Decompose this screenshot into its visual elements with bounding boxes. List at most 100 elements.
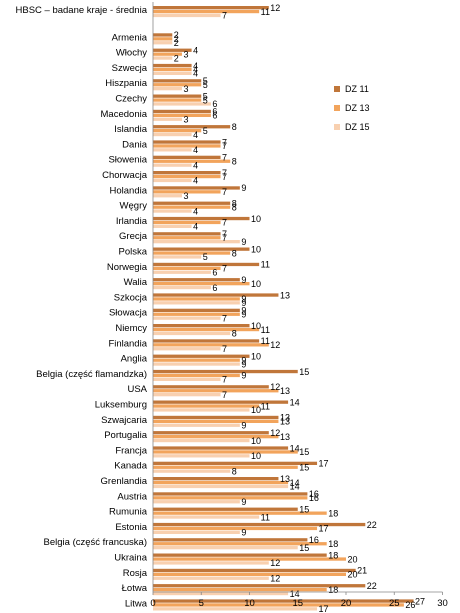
- value-label: 8: [232, 199, 237, 209]
- value-label: 20: [348, 570, 358, 580]
- bar: [153, 174, 221, 179]
- category-label: Grenlandia: [101, 476, 148, 487]
- value-label: 9: [241, 371, 246, 381]
- bar: [153, 255, 202, 259]
- bar: [153, 446, 289, 450]
- value-label: 10: [251, 279, 261, 289]
- bar: [153, 71, 192, 75]
- bar: [153, 324, 250, 328]
- category-label: Grecja: [119, 231, 148, 242]
- value-label: 20: [348, 554, 358, 564]
- value-label: 7: [222, 137, 227, 147]
- category-label: USA: [127, 384, 147, 395]
- bar: [153, 500, 240, 504]
- value-label: 8: [232, 202, 237, 212]
- bar: [153, 48, 192, 52]
- bar: [153, 530, 240, 534]
- bar: [153, 584, 366, 588]
- value-label: 22: [367, 520, 377, 530]
- bar: [153, 415, 279, 420]
- bar: [153, 194, 182, 198]
- bar: [153, 469, 231, 473]
- value-label: 12: [270, 340, 280, 350]
- legend-swatch: [334, 124, 340, 130]
- bar: [153, 354, 250, 358]
- bar: [153, 144, 221, 148]
- bar: [153, 327, 260, 332]
- value-label: 18: [328, 550, 338, 560]
- category-label: Hiszpania: [105, 78, 147, 89]
- bar: [153, 67, 192, 72]
- bar: [153, 125, 231, 129]
- value-label: 7: [222, 187, 227, 197]
- legend: DZ 11 DZ 13 DZ 15: [334, 84, 370, 132]
- bar: [153, 293, 279, 297]
- bar: [153, 148, 192, 152]
- value-label: 4: [193, 61, 198, 71]
- value-label: 16: [309, 535, 319, 545]
- value-label: 7: [222, 11, 227, 21]
- value-label: 8: [232, 466, 237, 476]
- bar: [153, 393, 221, 397]
- value-label: 3: [183, 115, 188, 125]
- value-label: 6: [212, 99, 217, 109]
- category-label: Szwecja: [112, 63, 148, 74]
- value-label: 10: [251, 214, 261, 224]
- bar: [153, 63, 192, 68]
- value-label: 11: [261, 325, 270, 335]
- value-label: 15: [299, 505, 309, 515]
- category-label: Rumunia: [109, 507, 148, 518]
- category-label: Holandia: [110, 185, 148, 196]
- category-label: Portugalia: [104, 430, 147, 441]
- value-label: 4: [193, 130, 198, 140]
- bar: [153, 477, 279, 481]
- value-label: 22: [367, 581, 377, 591]
- value-label: 7: [222, 375, 227, 385]
- value-label: 7: [222, 172, 227, 182]
- category-label: Niemcy: [115, 323, 147, 334]
- value-label: 9: [241, 497, 246, 507]
- value-label: 6: [212, 107, 217, 117]
- bar: [153, 87, 182, 91]
- value-label: 5: [203, 95, 208, 105]
- value-label: 6: [212, 111, 217, 121]
- x-tick-label: 30: [437, 598, 448, 609]
- category-label: Finlandia: [108, 338, 147, 349]
- bar: [153, 331, 231, 336]
- value-label: 4: [193, 176, 198, 186]
- bar: [153, 603, 404, 607]
- bar: [153, 190, 221, 194]
- bar: [153, 385, 269, 389]
- x-tick-label: 10: [244, 598, 255, 609]
- value-label: 27: [415, 596, 425, 606]
- value-label: 7: [222, 344, 227, 354]
- value-label: 16: [309, 493, 319, 503]
- value-label: 14: [290, 397, 300, 407]
- category-label: Irlandia: [116, 216, 148, 227]
- legend-label: DZ 11: [345, 84, 369, 94]
- value-label: 7: [222, 141, 227, 151]
- value-label: 11: [261, 336, 270, 346]
- bar: [153, 262, 260, 267]
- bar: [153, 236, 221, 240]
- bar: [153, 301, 240, 305]
- value-label: 6: [212, 283, 217, 293]
- category-label: Norwegia: [107, 262, 148, 273]
- category-label: Anglia: [121, 354, 148, 365]
- bar: [153, 557, 346, 561]
- category-label: Szwajcaria: [101, 415, 148, 426]
- value-label: 18: [328, 585, 338, 595]
- value-label: 4: [193, 65, 198, 75]
- value-label: 5: [203, 126, 208, 136]
- value-label: 12: [270, 558, 280, 568]
- category-label: Estonia: [115, 522, 147, 533]
- value-label: 3: [183, 84, 188, 94]
- bar: [153, 496, 308, 500]
- category-label: Armenia: [112, 32, 148, 43]
- category-label: Słowenia: [108, 155, 147, 166]
- bar: [153, 9, 260, 14]
- bar: [153, 232, 221, 236]
- value-label: 7: [222, 153, 227, 163]
- bar: [153, 113, 211, 117]
